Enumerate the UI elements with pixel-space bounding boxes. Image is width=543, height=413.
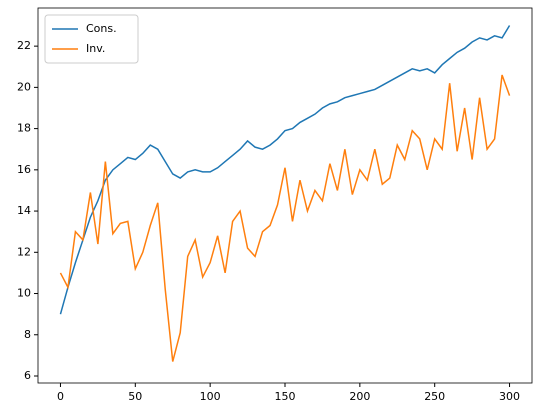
y-tick-label: 12 [17,245,31,258]
legend-label: Cons. [86,22,117,35]
x-tick-label: 250 [424,390,445,403]
y-tick-label: 6 [24,369,31,382]
x-tick-label: 150 [275,390,296,403]
y-tick-label: 22 [17,39,31,52]
y-tick-label: 14 [17,204,31,217]
plot-frame [37,7,533,384]
y-tick-label: 8 [24,328,31,341]
x-tick-label: 50 [128,390,142,403]
legend-label: Inv. [86,42,105,55]
x-tick-label: 300 [499,390,520,403]
y-tick-label: 18 [17,122,31,135]
y-tick-label: 20 [17,80,31,93]
y-tick-label: 16 [17,163,31,176]
x-tick-label: 100 [200,390,221,403]
x-tick-label: 200 [349,390,370,403]
y-tick-label: 10 [17,287,31,300]
line-series [59,25,511,315]
legend-box [44,14,139,64]
line-series [59,74,511,362]
x-tick-label: 0 [57,390,64,403]
